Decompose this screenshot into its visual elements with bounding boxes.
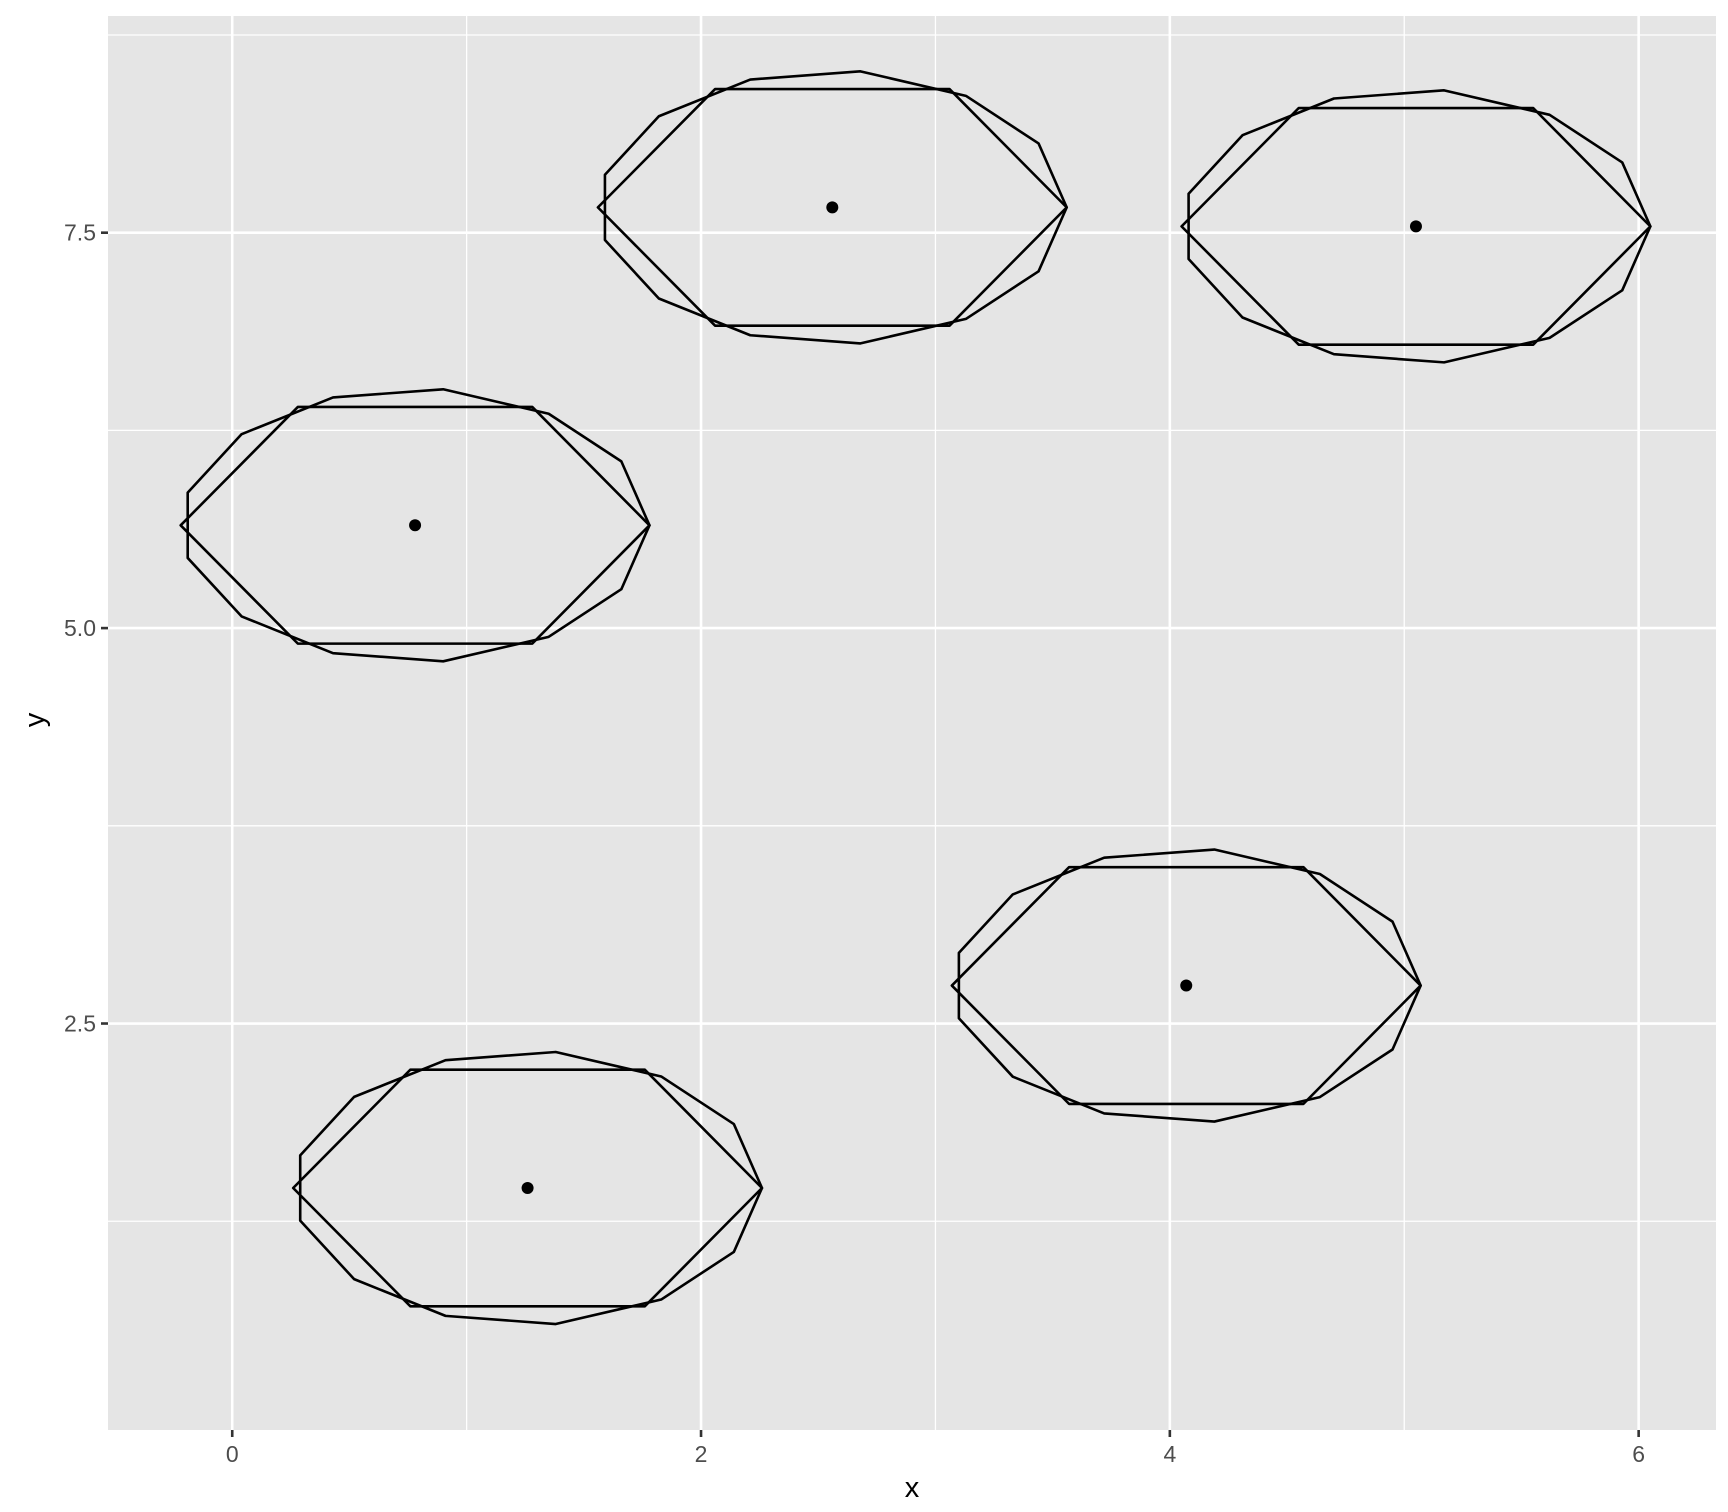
x-tick-label: 0 bbox=[226, 1441, 239, 1467]
polygon-layer bbox=[179, 70, 1652, 1326]
y-tick-label: 2.5 bbox=[64, 1011, 96, 1037]
x-axis-title: x bbox=[905, 1472, 920, 1504]
minor-gridlines bbox=[108, 16, 1716, 1430]
data-point bbox=[521, 1182, 534, 1195]
decagon-outline bbox=[1187, 89, 1652, 364]
x-tick-label: 2 bbox=[695, 1441, 708, 1467]
decagon-outline bbox=[186, 387, 651, 663]
y-axis: 2.5 5.0 7.5 bbox=[64, 220, 108, 1037]
plot-panel bbox=[108, 16, 1716, 1430]
x-tick-label: 4 bbox=[1163, 1441, 1176, 1467]
decagon-outline bbox=[298, 1050, 764, 1326]
point-layer bbox=[409, 201, 1422, 1195]
decagon-outline bbox=[957, 848, 1422, 1123]
y-tick-label: 7.5 bbox=[64, 220, 96, 246]
y-axis-title: y bbox=[19, 712, 51, 727]
data-point bbox=[1180, 979, 1193, 992]
y-tick-label: 5.0 bbox=[64, 615, 96, 641]
data-point bbox=[409, 519, 422, 532]
x-axis: 0 2 4 6 bbox=[226, 1430, 1645, 1467]
decagon-outline bbox=[603, 70, 1069, 345]
x-tick-label: 6 bbox=[1632, 1441, 1645, 1467]
data-point bbox=[826, 201, 839, 214]
data-point bbox=[1409, 220, 1422, 233]
